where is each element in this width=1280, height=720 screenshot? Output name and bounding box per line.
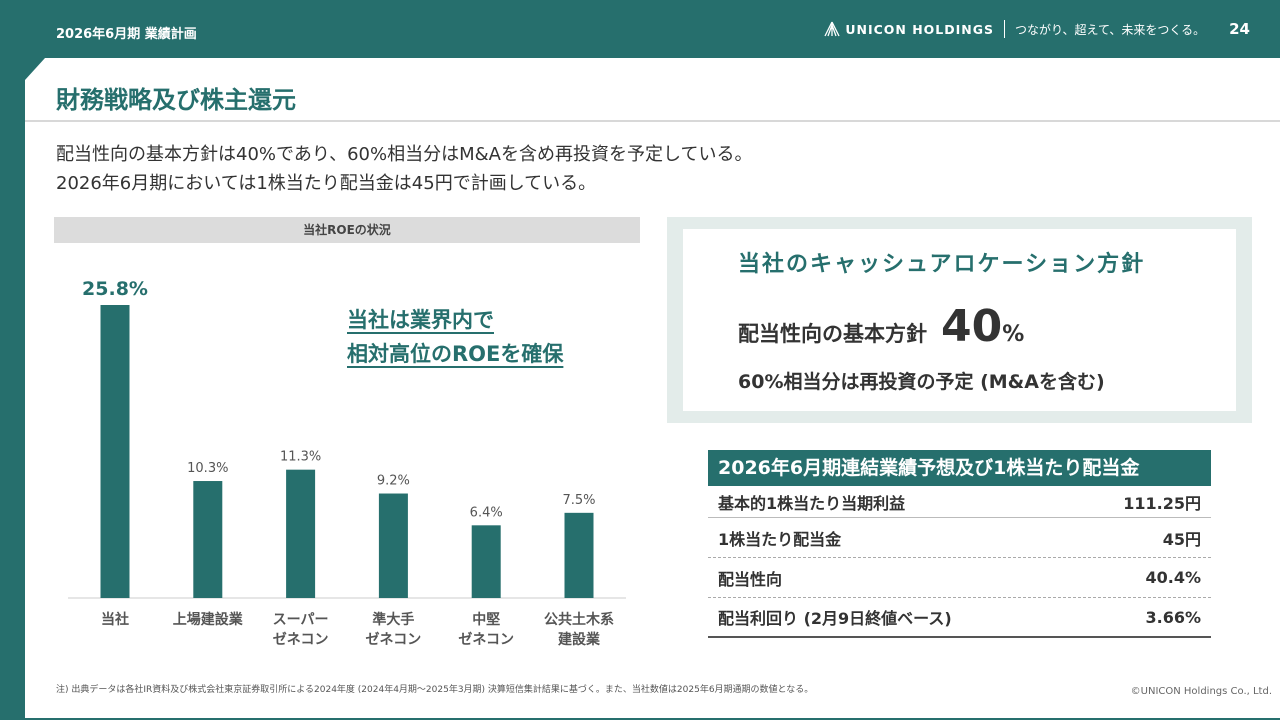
- footnote: 注) 出典データは各社IR資料及び株式会社東京証券取引所による2024年度 (2…: [56, 685, 814, 695]
- table-title: 2026年6月期連結業績予想及び1株当たり配当金: [708, 450, 1211, 486]
- row-value: 111.25円: [1123, 493, 1201, 513]
- payout-unit: %: [1002, 322, 1025, 347]
- header-brand: UNICON HOLDINGS つながり、超えて、未来をつくる。 24: [824, 20, 1250, 38]
- period-label: 2026年6月期 業績計画: [56, 27, 197, 42]
- row-label: 配当利回り (2月9日終値ベース): [718, 609, 952, 628]
- chart-callout: 当社は業界内で 相対高位のROEを確保: [347, 303, 563, 371]
- chart-title: 当社ROEの状況: [54, 217, 640, 243]
- tagline: つながり、超えて、未来をつくる。: [1015, 22, 1206, 37]
- company-logo: UNICON HOLDINGS: [824, 21, 994, 37]
- payout-value: 40: [941, 301, 1003, 352]
- page-number: 24: [1229, 20, 1250, 38]
- logo-text: UNICON HOLDINGS: [845, 21, 995, 37]
- row-value: 40.4%: [1145, 568, 1201, 587]
- header-divider: [1004, 20, 1006, 38]
- row-value: 3.66%: [1145, 607, 1201, 627]
- lead-line-2: 2026年6月期においては1株当たり配当金は45円で計画している。: [56, 173, 597, 194]
- reinvestment-note: 60%相当分は再投資の予定 (M&Aを含む): [738, 371, 1105, 393]
- forecast-table: 2026年6月期連結業績予想及び1株当たり配当金 基本的1株当たり当期利益 111…: [708, 450, 1211, 638]
- cash-allocation-box: 当社のキャッシュアロケーション方針 配当性向の基本方針 40% 60%相当分は再…: [667, 217, 1252, 423]
- row-label: 配当性向: [718, 569, 783, 589]
- title-divider: [25, 120, 1280, 122]
- table-row: 基本的1株当たり当期利益 111.25円: [708, 486, 1211, 518]
- row-value: 45円: [1162, 529, 1201, 549]
- row-label: 1株当たり配当金: [718, 529, 842, 549]
- page-title: 財務戦略及び株主還元: [56, 86, 296, 114]
- table-row: 配当利回り (2月9日終値ベース) 3.66%: [708, 598, 1211, 638]
- payout-policy: 配当性向の基本方針 40%: [738, 301, 1024, 352]
- logo-mark-icon: [824, 21, 840, 37]
- callout-line-2: 相対高位のROEを確保: [347, 342, 564, 366]
- table-row: 1株当たり配当金 45円: [708, 518, 1211, 558]
- payout-label: 配当性向の基本方針: [738, 322, 927, 346]
- lead-line-1: 配当性向の基本方針は40%であり、60%相当分はM&Aを含め再投資を予定している…: [56, 144, 753, 165]
- table-row: 配当性向 40.4%: [708, 558, 1211, 598]
- callout-line-1: 当社は業界内で: [347, 308, 494, 332]
- row-label: 基本的1株当たり当期利益: [718, 493, 906, 513]
- cash-allocation-title: 当社のキャッシュアロケーション方針: [738, 252, 1146, 277]
- copyright: ©UNICON Holdings Co., Ltd.: [1130, 686, 1272, 697]
